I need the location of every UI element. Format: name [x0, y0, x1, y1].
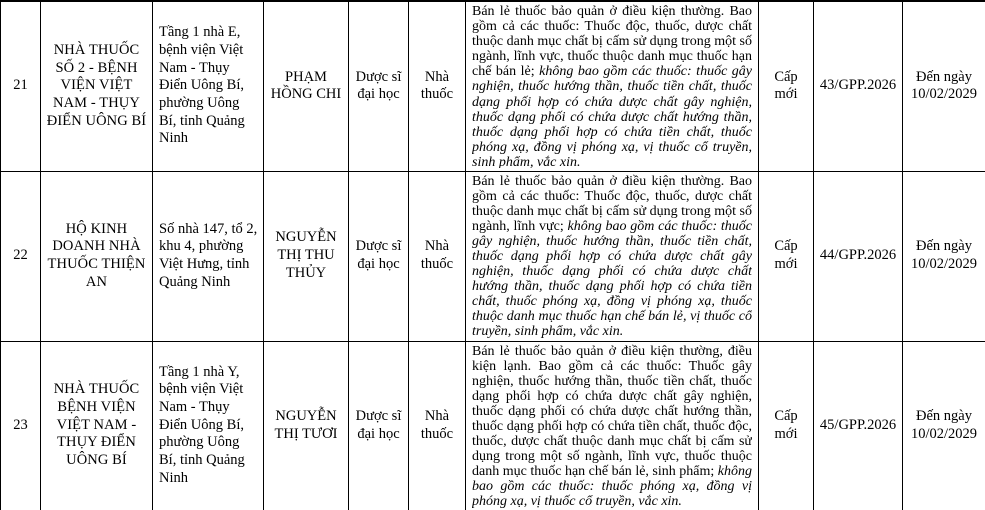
facility-type: Nhà thuốc	[408, 340, 466, 510]
business-scope-text: Bán lẻ thuốc bảo quản ở điều kiện thường…	[472, 344, 752, 508]
pharmacy-name: HỘ KINH DOANH NHÀ THUỐC THIỆN AN	[40, 170, 153, 342]
issue-type: Cấp mới	[758, 0, 814, 172]
business-scope-text: Bán lẻ thuốc bảo quản ở điều kiện thường…	[472, 4, 752, 168]
pharmacist-name: NGUYỄN THỊ THU THỦY	[263, 170, 349, 342]
qualification: Dược sĩ đại học	[348, 340, 409, 510]
table-row: 21 NHÀ THUỐC SỐ 2 - BỆNH VIỆN VIỆT NAM -…	[0, 0, 985, 172]
table-row: 23 NHÀ THUỐC BỆNH VIỆN VIỆT NAM - THỤY Đ…	[0, 340, 985, 510]
issue-type: Cấp mới	[758, 170, 814, 342]
business-scope: Bán lẻ thuốc bảo quản ở điều kiện thường…	[465, 340, 759, 510]
qualification: Dược sĩ đại học	[348, 0, 409, 172]
license-number: 45/GPP.2026	[813, 340, 903, 510]
scope-regular-text: Bán lẻ thuốc bảo quản ở điều kiện thường…	[472, 4, 752, 80]
facility-type: Nhà thuốc	[408, 0, 466, 172]
expiry-date: Đến ngày 10/02/2029	[902, 170, 985, 342]
pharmacist-name: NGUYỄN THỊ TƯƠI	[263, 340, 349, 510]
pharmacy-address: Tầng 1 nhà Y, bệnh viện Việt Nam - Thụy …	[152, 340, 264, 510]
scope-regular-text: Bán lẻ thuốc bảo quản ở điều kiện thường…	[472, 343, 752, 480]
row-number: 21	[0, 0, 41, 172]
facility-type: Nhà thuốc	[408, 170, 466, 342]
pharmacist-name: PHẠM HỒNG CHI	[263, 0, 349, 172]
scope-excluded-text: không bao gồm các thuốc: thuốc gây nghiệ…	[472, 64, 752, 168]
pharmacy-name: NHÀ THUỐC SỐ 2 - BỆNH VIỆN VIỆT NAM - TH…	[40, 0, 153, 172]
scope-excluded-text: không bao gồm các thuốc: thuốc phóng xạ,…	[472, 464, 752, 508]
pharmacy-address: Tầng 1 nhà E, bệnh viện Việt Nam - Thụy …	[152, 0, 264, 172]
business-scope: Bán lẻ thuốc bảo quản ở điều kiện thường…	[465, 170, 759, 342]
license-number: 43/GPP.2026	[813, 0, 903, 172]
table-row: 22 HỘ KINH DOANH NHÀ THUỐC THIỆN AN Số n…	[0, 170, 985, 342]
license-number: 44/GPP.2026	[813, 170, 903, 342]
scope-excluded-text: không bao gồm các thuốc: thuốc gây nghiệ…	[472, 218, 752, 338]
business-scope-text: Bán lẻ thuốc bảo quản ở điều kiện thường…	[472, 174, 752, 338]
row-number: 23	[0, 340, 41, 510]
business-scope: Bán lẻ thuốc bảo quản ở điều kiện thường…	[465, 0, 759, 172]
expiry-date: Đến ngày 10/02/2029	[902, 0, 985, 172]
pharmacy-name: NHÀ THUỐC BỆNH VIỆN VIỆT NAM - THỤY ĐIỂN…	[40, 340, 153, 510]
expiry-date: Đến ngày 10/02/2029	[902, 340, 985, 510]
row-number: 22	[0, 170, 41, 342]
scope-regular-text: Bán lẻ thuốc bảo quản ở điều kiện thường…	[472, 173, 752, 234]
qualification: Dược sĩ đại học	[348, 170, 409, 342]
issue-type: Cấp mới	[758, 340, 814, 510]
pharmacy-address: Số nhà 147, tổ 2, khu 4, phường Việt Hưn…	[152, 170, 264, 342]
